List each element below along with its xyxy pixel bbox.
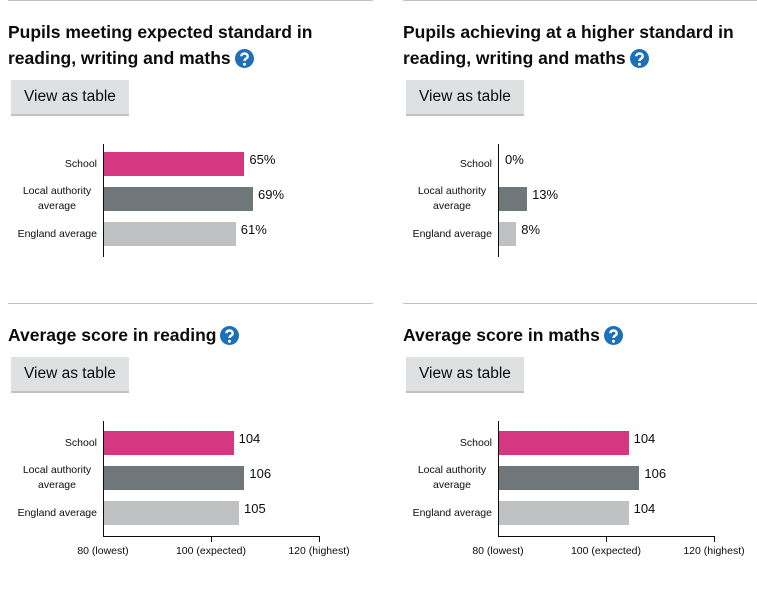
x-tick-label: 80 (lowest) [77, 545, 129, 557]
category-label: England average [8, 501, 97, 525]
x-tick-label: 100 (expected) [570, 545, 642, 557]
category-label: Local authority average [8, 464, 97, 491]
panel: Average score in maths View as table Schoo… [403, 303, 757, 604]
category-label: Local authority average [403, 464, 492, 491]
category-label: School [403, 152, 492, 176]
bar [104, 222, 236, 246]
x-tick-label: 120 (highest) [683, 545, 745, 557]
bar [499, 187, 528, 211]
bar [104, 431, 234, 455]
category-label: England average [8, 222, 97, 246]
bar [499, 466, 640, 490]
category-text: Local authority average [22, 185, 92, 212]
view-as-table-button[interactable]: View as table [406, 80, 524, 114]
bar [104, 187, 254, 211]
value-label: 104 [238, 431, 261, 446]
category-text: England average [17, 506, 97, 519]
x-axis-line [103, 536, 319, 537]
category-text: School [64, 436, 97, 449]
value-label: 0% [505, 152, 524, 167]
axis-line [498, 144, 499, 257]
chart: School 104 Local authority average 106 Engla… [403, 421, 757, 561]
category-text: Local authority average [22, 464, 92, 491]
value-label: 61% [240, 222, 267, 237]
value-label: 8% [521, 222, 541, 237]
view-as-table-button[interactable]: View as table [11, 357, 129, 391]
panel: Pupils achieving at a higher standard in… [403, 0, 757, 301]
category-label: School [403, 431, 492, 455]
chart: School 65% Local authority average 69% Engla… [8, 144, 373, 264]
title-text: Pupils achieving at a higher standard in… [403, 22, 734, 68]
chart: School 104 Local authority average 106 Engla… [8, 421, 373, 561]
help-icon[interactable] [234, 49, 254, 68]
help-icon[interactable] [603, 326, 623, 345]
category-label: Local authority average [403, 185, 492, 212]
title-text: Average score in reading [8, 325, 217, 345]
help-icon[interactable] [220, 326, 240, 345]
axis-line [103, 421, 104, 536]
category-text: School [459, 157, 492, 170]
chart: School 0% Local authority average 13% Englan… [403, 144, 757, 264]
value-label: 105 [244, 501, 266, 516]
bar [499, 431, 629, 455]
tick-mark [714, 536, 715, 542]
category-text: England average [412, 506, 492, 519]
title-text: Average score in maths [403, 325, 600, 345]
panel-title: Pupils achieving at a higher standard in… [403, 19, 753, 71]
bar [104, 501, 239, 525]
title-text: Pupils meeting expected standard in read… [8, 22, 313, 68]
x-tick-label: 120 (highest) [288, 545, 350, 557]
panel-title: Average score in maths [403, 322, 753, 348]
value-label: 65% [249, 152, 276, 167]
bar [104, 152, 245, 176]
tick-mark [606, 536, 607, 542]
category-label: England average [403, 501, 492, 525]
x-tick-label: 100 (expected) [175, 545, 247, 557]
category-text: England average [17, 227, 97, 240]
x-axis-line [498, 536, 714, 537]
panel-title: Pupils meeting expected standard in read… [8, 19, 358, 71]
view-as-table-button[interactable]: View as table [11, 80, 129, 114]
category-text: School [459, 436, 492, 449]
category-label: School [8, 431, 97, 455]
axis-line [498, 421, 499, 536]
panel-title: Average score in reading [8, 322, 358, 348]
category-text: School [64, 157, 97, 170]
value-label: 13% [532, 187, 559, 202]
category-text: England average [412, 227, 492, 240]
tick-mark [319, 536, 320, 542]
category-label: School [8, 152, 97, 176]
panel: Pupils meeting expected standard in read… [8, 0, 373, 301]
value-label: 106 [249, 466, 272, 481]
tick-mark [211, 536, 212, 542]
category-text: Local authority average [417, 464, 487, 491]
view-as-table-button[interactable]: View as table [406, 357, 524, 391]
help-icon[interactable] [629, 49, 649, 68]
axis-line [103, 144, 104, 257]
x-tick-label: 80 (lowest) [472, 545, 524, 557]
value-label: 106 [644, 466, 667, 481]
bar [104, 466, 245, 490]
category-text: Local authority average [417, 185, 487, 212]
panel: Average score in reading View as table Sch… [8, 303, 373, 604]
value-label: 104 [633, 431, 656, 446]
category-label: Local authority average [8, 185, 97, 212]
value-label: 69% [258, 187, 285, 202]
bar [499, 501, 629, 525]
value-label: 104 [633, 501, 656, 516]
category-label: England average [403, 222, 492, 246]
bar [499, 222, 517, 246]
